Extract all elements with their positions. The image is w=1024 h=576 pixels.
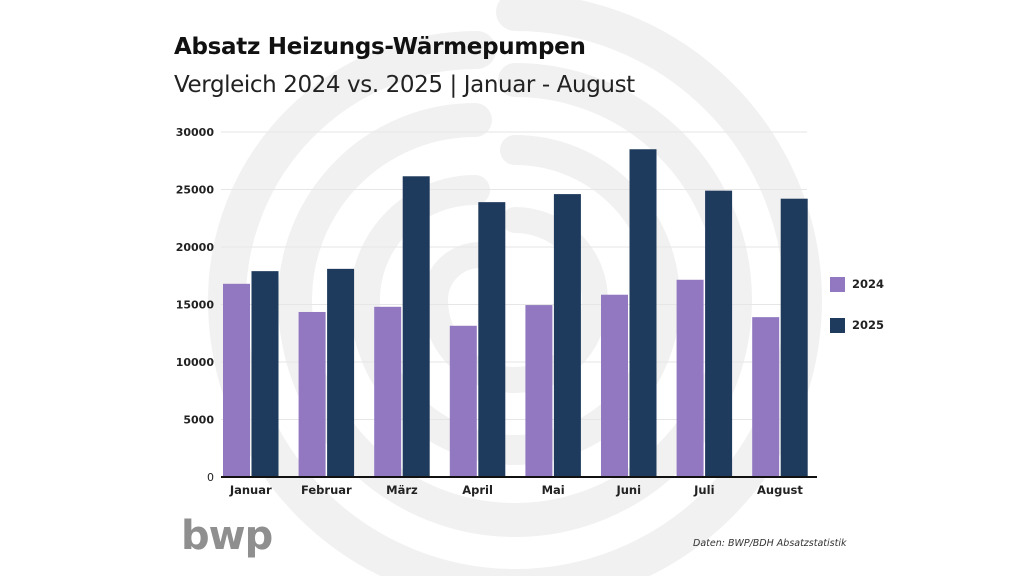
legend-swatch-2024 [830,277,845,292]
x-tick-label: Juli [693,483,714,497]
bar-2025-august [780,198,808,477]
bwp-logo: bwp [181,513,273,559]
y-tick-label: 20000 [176,241,215,254]
bar-2025-februar [327,268,355,477]
bar-2024-märz [374,306,402,477]
source-note: Daten: BWP/BDH Absatzstatistik [693,538,847,549]
x-tick-label: Februar [301,483,352,497]
y-tick-label: 0 [207,471,214,484]
bar-2024-juli [676,279,704,477]
bar-2025-juni [629,149,657,477]
legend-label-2024: 2024 [852,277,885,291]
x-tick-label: März [386,483,418,497]
y-tick-label: 10000 [176,356,215,369]
x-tick-label: Juni [615,483,641,497]
chart-subtitle: Vergleich 2024 vs. 2025 | Januar - Augus… [174,72,635,98]
y-tick-label: 5000 [183,414,214,427]
y-tick-label: 30000 [176,126,215,139]
legend-swatch-2025 [830,318,845,333]
bar-2025-märz [402,176,430,477]
bar-2025-april [478,202,506,477]
x-tick-label: August [757,483,803,497]
y-tick-label: 25000 [176,184,215,197]
y-tick-label: 15000 [176,299,215,312]
bar-2025-mai [553,194,581,477]
x-tick-label: Mai [542,483,565,497]
chart-title: Absatz Heizungs-Wärmepumpen [174,34,586,60]
x-tick-label: Januar [229,483,272,497]
bar-2024-juni [601,294,628,477]
x-tick-label: April [462,483,493,497]
bar-2024-mai [525,305,553,477]
bar-2024-januar [223,283,250,477]
bar-2025-januar [251,271,279,477]
bar-2024-april [449,325,477,477]
bar-2025-juli [705,190,733,477]
bar-2024-august [752,317,780,477]
legend-label-2025: 2025 [852,318,885,332]
bar-2024-februar [298,311,326,477]
